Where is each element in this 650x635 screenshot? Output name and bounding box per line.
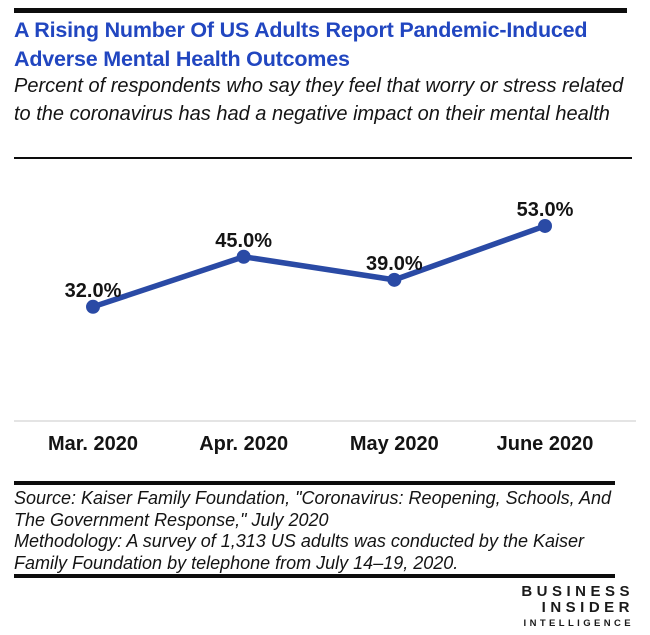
x-axis-label: Apr. 2020 — [199, 433, 288, 455]
x-axis-label: June 2020 — [497, 433, 594, 455]
data-point — [538, 218, 552, 233]
page-subtitle: Percent of respondents who say they feel… — [14, 75, 624, 125]
x-axis-label: Mar. 2020 — [48, 433, 138, 455]
title-divider — [14, 157, 632, 159]
source-divider-bottom — [14, 574, 615, 578]
data-point — [387, 272, 402, 287]
methodology-text: Methodology: A survey of 1,313 US adults… — [14, 531, 584, 573]
x-axis-label: May 2020 — [350, 433, 439, 455]
page-title: A Rising Number Of US Adults Report Pand… — [14, 18, 588, 71]
brand-line-insider: INSIDER — [541, 599, 634, 616]
trend-line — [90, 223, 548, 310]
source-block: Source: Kaiser Family Foundation, "Coron… — [14, 488, 628, 574]
data-point-label: 53.0% — [517, 199, 574, 221]
source-divider-top — [14, 481, 615, 485]
brand-line-intelligence: INTELLIGENCE — [523, 618, 634, 629]
brand-line-business: BUSINESS — [521, 583, 634, 600]
top-divider-bar — [14, 8, 627, 13]
data-point-label: 32.0% — [65, 280, 122, 302]
business-insider-logo: BUSINESS INSIDER INTELLIGENCE — [521, 584, 634, 630]
data-point — [236, 249, 251, 264]
data-point-label: 45.0% — [215, 230, 272, 252]
line-chart: 32.0% Mar. 2020 45.0% Apr. 2020 39.0% May 202… — [14, 199, 636, 455]
source-text: Source: Kaiser Family Foundation, "Coron… — [14, 488, 612, 530]
data-point-label: 39.0% — [366, 253, 423, 275]
data-point — [86, 299, 100, 314]
